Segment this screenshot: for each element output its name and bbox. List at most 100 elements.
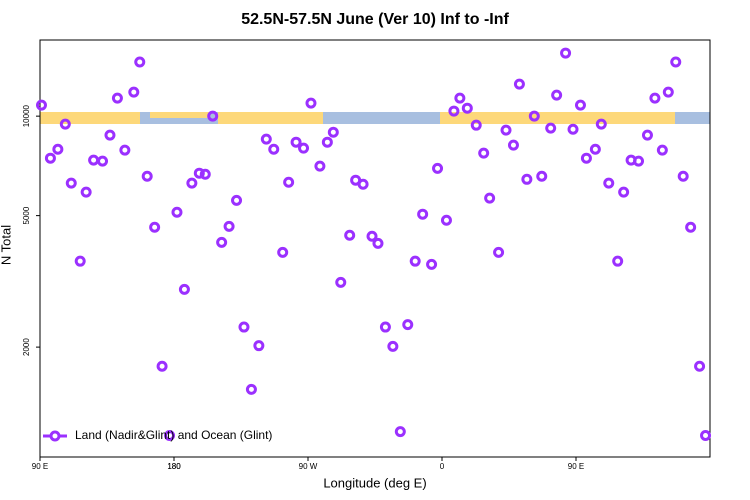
legend-marker xyxy=(49,430,61,442)
point xyxy=(119,144,131,156)
point xyxy=(618,186,630,198)
x-tick-label: 90 W xyxy=(299,462,318,471)
point xyxy=(298,142,310,154)
point xyxy=(268,143,280,155)
land-band xyxy=(150,112,210,118)
point xyxy=(656,144,668,156)
point xyxy=(440,214,452,226)
land-band xyxy=(218,112,323,124)
point xyxy=(277,246,289,258)
point xyxy=(662,86,674,98)
land-band xyxy=(440,112,675,124)
point xyxy=(305,97,317,109)
point xyxy=(700,430,712,442)
point xyxy=(149,221,161,233)
point xyxy=(641,129,653,141)
legend-label: Land (Nadir&Glint) and Ocean (Glint) xyxy=(75,428,272,442)
point xyxy=(59,118,71,130)
land-band xyxy=(40,112,140,124)
x-tick-label: 90 E xyxy=(568,462,584,471)
x-tick-label: 180 xyxy=(167,462,181,471)
point xyxy=(402,319,414,331)
point xyxy=(694,360,706,372)
point xyxy=(521,173,533,185)
point xyxy=(500,124,512,136)
point xyxy=(231,194,243,206)
point xyxy=(314,160,326,172)
point xyxy=(366,230,378,242)
point xyxy=(454,92,466,104)
point xyxy=(290,136,302,148)
point xyxy=(193,167,205,179)
point xyxy=(216,236,228,248)
point xyxy=(199,168,211,180)
point xyxy=(335,276,347,288)
point xyxy=(394,426,406,438)
point xyxy=(484,192,496,204)
point xyxy=(417,208,429,220)
point xyxy=(344,229,356,241)
point xyxy=(536,170,548,182)
y-tick-label: 10000 xyxy=(22,104,31,127)
point xyxy=(238,321,250,333)
point xyxy=(141,170,153,182)
point xyxy=(245,383,257,395)
point xyxy=(685,221,697,233)
chart-title: 52.5N-57.5N June (Ver 10) Inf to -Inf xyxy=(241,11,509,28)
point xyxy=(88,154,100,166)
point xyxy=(104,129,116,141)
y-tick-label: 5000 xyxy=(22,206,31,224)
point xyxy=(186,177,198,189)
point xyxy=(649,92,661,104)
point xyxy=(171,206,183,218)
point xyxy=(156,360,168,372)
point xyxy=(560,47,572,59)
point xyxy=(357,178,369,190)
x-tick-label: 90 E xyxy=(32,462,48,471)
point xyxy=(178,283,190,295)
point xyxy=(507,139,519,151)
point xyxy=(633,155,645,167)
point xyxy=(545,122,557,134)
point xyxy=(164,430,176,442)
x-tick-label: 180 xyxy=(167,462,181,471)
point xyxy=(253,340,265,352)
point xyxy=(260,133,272,145)
point xyxy=(52,143,64,155)
point xyxy=(580,152,592,164)
point xyxy=(372,237,384,249)
point xyxy=(321,136,333,148)
point xyxy=(670,56,682,68)
point xyxy=(493,246,505,258)
point xyxy=(478,147,490,159)
point xyxy=(595,118,607,130)
point xyxy=(111,92,123,104)
x-tick-label: 0 xyxy=(440,462,445,471)
y-axis-label: N Total xyxy=(0,225,13,265)
point xyxy=(80,186,92,198)
point xyxy=(589,143,601,155)
point xyxy=(65,177,77,189)
x-axis-label: Longitude (deg E) xyxy=(323,475,426,490)
point xyxy=(283,176,295,188)
point xyxy=(470,119,482,131)
point xyxy=(603,177,615,189)
point xyxy=(677,170,689,182)
point xyxy=(432,162,444,174)
point xyxy=(513,78,525,90)
point xyxy=(387,340,399,352)
point xyxy=(528,110,540,122)
point xyxy=(35,99,47,111)
point xyxy=(207,110,219,122)
point xyxy=(567,123,579,135)
point xyxy=(74,255,86,267)
point xyxy=(612,255,624,267)
point xyxy=(574,99,586,111)
map-band xyxy=(40,112,710,124)
y-tick-label: 2000 xyxy=(22,338,31,356)
point xyxy=(97,155,109,167)
point xyxy=(379,321,391,333)
point xyxy=(409,255,421,267)
point xyxy=(327,126,339,138)
point xyxy=(128,86,140,98)
